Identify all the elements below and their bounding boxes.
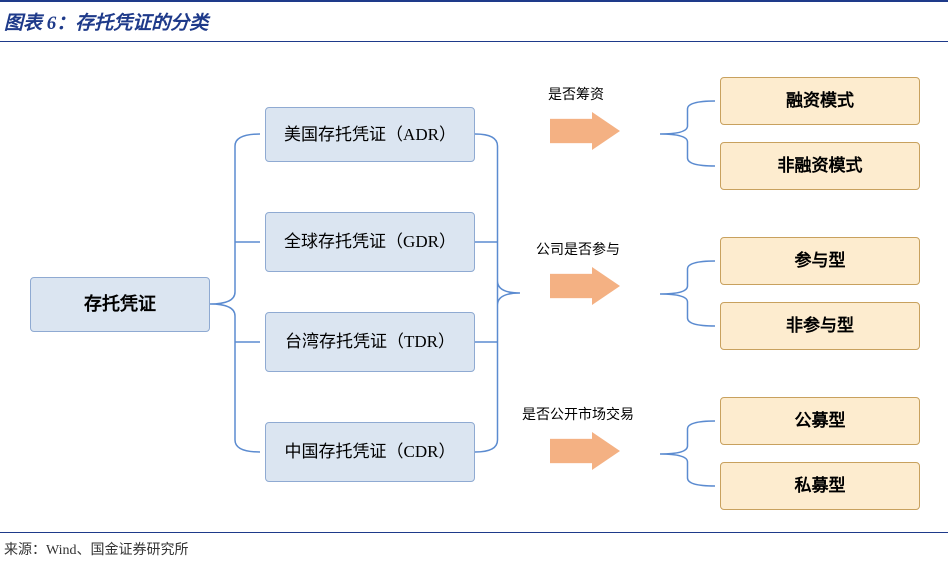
source-footer: 来源：Wind、国金证券研究所 bbox=[0, 532, 948, 565]
source-text: 来源：Wind、国金证券研究所 bbox=[4, 543, 189, 558]
criteria-label-1: 公司是否参与 bbox=[536, 239, 620, 259]
arrow-icon-2 bbox=[550, 432, 620, 470]
type-node-0: 美国存托凭证（ADR） bbox=[265, 107, 475, 162]
outcome-node-4: 公募型 bbox=[720, 397, 920, 445]
outcome-node-3: 非参与型 bbox=[720, 302, 920, 350]
outcome-node-2: 参与型 bbox=[720, 237, 920, 285]
criteria-label-2: 是否公开市场交易 bbox=[522, 404, 634, 424]
outcome-node-0: 融资模式 bbox=[720, 77, 920, 125]
arrow-icon-0 bbox=[550, 112, 620, 150]
root-node: 存托凭证 bbox=[30, 277, 210, 332]
outcome-node-5: 私募型 bbox=[720, 462, 920, 510]
arrow-icon-1 bbox=[550, 267, 620, 305]
outcome-node-1: 非融资模式 bbox=[720, 142, 920, 190]
chart-title-bar: 图表 6：存托凭证的分类 bbox=[0, 0, 948, 42]
chart-title: 图表 6：存托凭证的分类 bbox=[4, 13, 208, 34]
criteria-label-0: 是否筹资 bbox=[548, 84, 604, 104]
type-node-1: 全球存托凭证（GDR） bbox=[265, 212, 475, 272]
type-node-3: 中国存托凭证（CDR） bbox=[265, 422, 475, 482]
type-node-2: 台湾存托凭证（TDR） bbox=[265, 312, 475, 372]
diagram-canvas: 存托凭证 美国存托凭证（ADR） 全球存托凭证（GDR） 台湾存托凭证（TDR） 中国存… bbox=[0, 42, 948, 532]
